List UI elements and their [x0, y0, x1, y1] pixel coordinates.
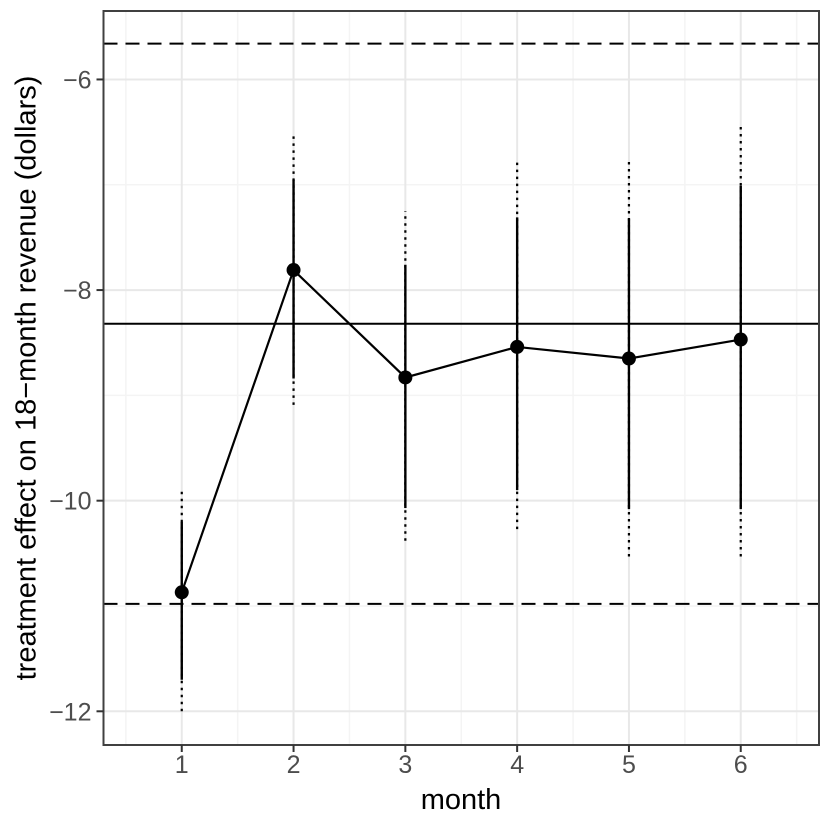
data-point-month-2 — [286, 263, 301, 278]
y-tick-label: −12 — [49, 698, 91, 726]
panel-border — [102, 10, 820, 746]
x-axis-title: month — [420, 784, 502, 816]
y-tick-label: −6 — [63, 66, 92, 94]
x-tick-label: 1 — [175, 751, 189, 779]
x-tick-label: 4 — [510, 751, 524, 779]
data-point-month-1 — [174, 585, 189, 600]
data-point-month-5 — [621, 351, 636, 366]
data-point-month-4 — [510, 339, 525, 354]
y-tick-label: −10 — [49, 488, 91, 516]
x-tick-label: 5 — [622, 751, 636, 779]
data-point-month-3 — [398, 370, 413, 385]
y-axis-title: treatment effect on 18−month revenue (do… — [10, 75, 43, 681]
data-point-month-6 — [733, 332, 748, 347]
y-tick-label: −8 — [63, 277, 92, 305]
x-tick-label: 6 — [734, 751, 748, 779]
series-line — [180, 268, 741, 593]
x-tick-label: 2 — [287, 751, 301, 779]
x-tick-label: 3 — [398, 751, 412, 779]
